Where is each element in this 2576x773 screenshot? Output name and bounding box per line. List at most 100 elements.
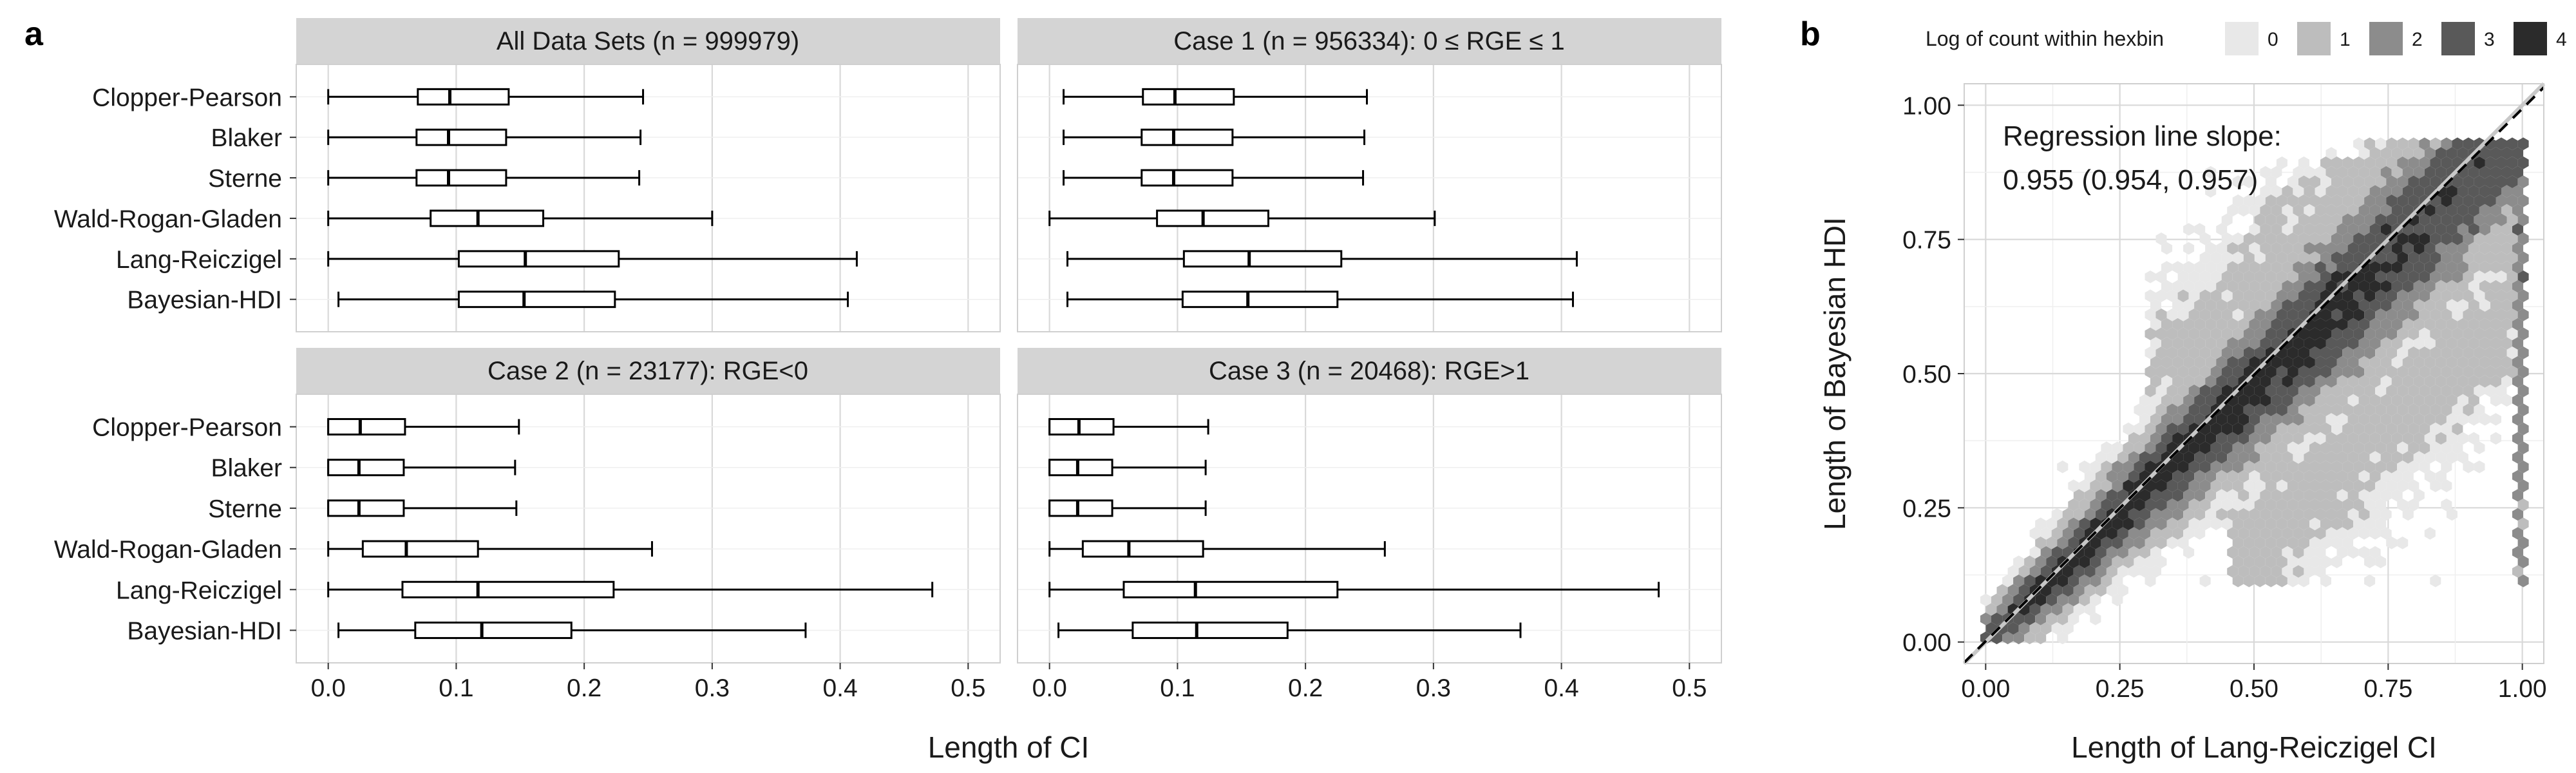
hexbin-cell	[2298, 517, 2309, 531]
hexbin-cell	[2243, 175, 2255, 189]
hexbin-cell	[2128, 432, 2139, 445]
box-iqr	[327, 418, 406, 436]
hexbin-cell	[2232, 574, 2244, 587]
hexbin-cell	[2243, 327, 2255, 341]
hexbin-cell	[2397, 194, 2409, 207]
hexbin-cell	[2468, 204, 2479, 217]
hexbin-cell	[2463, 289, 2474, 303]
hexbin-cell	[2380, 261, 2392, 274]
hexbin-cell	[2243, 384, 2255, 397]
hexbin-cell	[2452, 137, 2463, 151]
hexbin-cell	[2457, 451, 2468, 464]
hexbin-cell	[2441, 156, 2452, 169]
hexbin-cell	[2364, 213, 2376, 227]
hexbin-cell	[2309, 175, 2320, 189]
hexbin-cell	[2342, 517, 2354, 531]
hexbin-cell	[2501, 318, 2512, 331]
hexbin-cell	[2419, 213, 2430, 227]
hexbin-cell	[2424, 432, 2436, 445]
hexbin-cell	[2194, 527, 2206, 540]
hexbin-cell	[2177, 289, 2189, 303]
hexbin-cell	[2342, 175, 2354, 189]
hexbin-cell	[2331, 555, 2343, 569]
hexbin-cell	[2331, 460, 2343, 473]
hexbin-cell	[2375, 346, 2387, 359]
hexbin-cell	[2364, 137, 2376, 151]
hexbin-cell	[2276, 555, 2287, 569]
hexbin-cell	[2216, 432, 2228, 445]
hexbin-cell	[2413, 280, 2425, 293]
hexbin-cell	[2227, 242, 2239, 255]
hexbin-cell	[2101, 460, 2112, 473]
hexbin-cell	[2490, 394, 2501, 407]
hexbin-cell	[2304, 337, 2315, 350]
hexbin-cell	[2490, 318, 2501, 331]
hexbin-cell	[2517, 574, 2529, 587]
hexbin-cell	[2139, 394, 2150, 407]
facet-boxes-case-2	[327, 418, 934, 639]
hexbin-cell	[2424, 261, 2436, 274]
hexbin-cell	[2446, 185, 2458, 198]
hexbin-cell	[2254, 479, 2266, 493]
hexbin-cell	[1996, 584, 2008, 597]
hexbin-cell	[2419, 327, 2430, 341]
hexbin-cell	[2380, 166, 2392, 179]
hexbin-cell	[2397, 175, 2409, 189]
hexbin-cell	[2232, 175, 2244, 189]
hexbin-cell	[2347, 375, 2359, 388]
hexbin-cell	[2238, 356, 2249, 369]
hexbin-cell	[2260, 394, 2271, 407]
hexbin-cell	[2512, 337, 2524, 350]
facet-plot-area-case-2	[296, 394, 1000, 663]
hexbin-cell	[2090, 498, 2101, 511]
hexbin-cell	[2315, 546, 2326, 559]
hexbin-cell	[2194, 375, 2206, 388]
hexbin-cell	[2243, 403, 2255, 417]
hexbin-cell	[2435, 451, 2447, 464]
hexbin-cell	[2457, 318, 2468, 331]
hexbin-cell	[2315, 356, 2326, 369]
hexbin-cell	[2172, 527, 2184, 540]
hexbin-cell	[2315, 337, 2326, 350]
hexbin-cell	[2205, 185, 2217, 198]
hexbin-cell	[2188, 479, 2200, 493]
hexbin-cell	[1991, 593, 2003, 607]
hexbin-cell	[2155, 422, 2167, 435]
hexbin-cell	[2265, 194, 2277, 207]
hexbin-cell	[2287, 308, 2298, 321]
hexbin-cell	[2506, 251, 2518, 265]
hexbin-cell	[2430, 175, 2441, 189]
hexbin-cell	[2441, 137, 2452, 151]
hexbin-cell	[2271, 394, 2282, 407]
box-bayesian-hdi	[1066, 291, 1574, 309]
hexbin-cell	[2106, 451, 2117, 464]
hexbin-cell	[2183, 375, 2195, 388]
hexbin-cell	[2375, 384, 2387, 397]
hexbin-cell	[2463, 403, 2474, 417]
hexbin-cell	[2512, 356, 2524, 369]
hexbin-cell	[2276, 536, 2287, 549]
hexbin-cell	[2199, 270, 2211, 283]
box-lang-reiczigel	[1048, 580, 1660, 598]
hexbin-cell	[2112, 574, 2123, 587]
hexbin-cell	[2139, 432, 2150, 445]
hexbin-cell	[2227, 337, 2239, 350]
hexbin-cell	[2177, 327, 2189, 341]
hexbin-cell	[2106, 489, 2117, 502]
hexbin-cell	[2369, 318, 2381, 331]
hexbin-cell	[2205, 337, 2217, 350]
hexbin-cell	[2293, 204, 2304, 217]
hexbin-cell	[2375, 251, 2387, 265]
hexbin-cell	[2232, 479, 2244, 493]
hexbin-cell	[2238, 451, 2249, 464]
hexbin-cell	[2391, 451, 2403, 464]
hexbin-cell	[2177, 270, 2189, 283]
hexbin-axes: 0.00 0.25 0.50 0.75 1.000.000.250.500.751.00	[1902, 92, 2547, 703]
hexbin-cell	[2293, 451, 2304, 464]
facet-plot-area-case-1	[1018, 64, 1721, 332]
hexbin-cell	[2430, 232, 2441, 245]
hexbin-cell	[2331, 517, 2343, 531]
hexbin-cell	[2512, 299, 2524, 312]
hexbin-cell	[2397, 498, 2409, 511]
facet-all-data-sets: All Data Sets (n = 999979)	[296, 18, 1001, 332]
